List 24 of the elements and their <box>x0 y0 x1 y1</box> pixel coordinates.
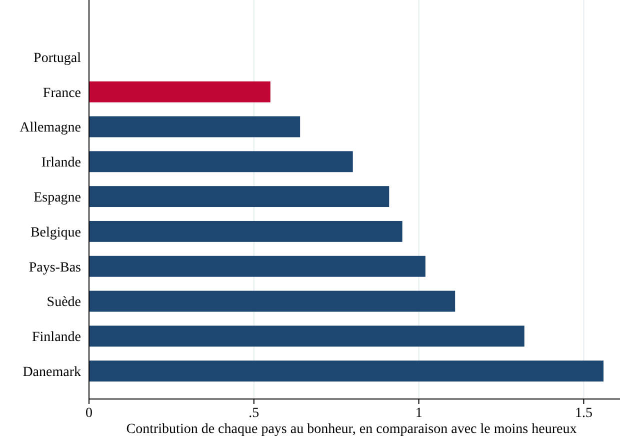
bar <box>89 326 524 347</box>
y-tick-label: Pays-Bas <box>28 260 81 276</box>
y-tick-label: France <box>42 86 81 101</box>
x-tick-label: 1.5 <box>574 406 592 421</box>
bar <box>89 220 402 242</box>
y-tick-label: Irlande <box>41 156 81 171</box>
x-tick-label: 0 <box>86 406 92 421</box>
bar <box>89 116 300 138</box>
bar <box>89 81 270 102</box>
y-tick-label: Espagne <box>34 190 81 206</box>
x-tick-label: 1 <box>415 406 422 421</box>
x-tick-label: .5 <box>248 406 260 421</box>
bar <box>89 151 353 172</box>
y-tick-label: Suède <box>46 295 81 310</box>
bar <box>89 290 456 312</box>
bar <box>89 360 604 382</box>
y-tick-label: Finlande <box>32 330 81 346</box>
y-tick-label: Allemagne <box>20 120 81 136</box>
bar <box>89 256 426 277</box>
y-tick-label: Danemark <box>22 364 81 380</box>
y-tick-label: Portugal <box>34 50 82 66</box>
x-axis-title: Contribution de chaque pays au bonheur, en comparaison avec le moins heureux <box>126 422 577 437</box>
y-tick-label: Belgique <box>30 225 81 240</box>
bar <box>89 186 390 208</box>
